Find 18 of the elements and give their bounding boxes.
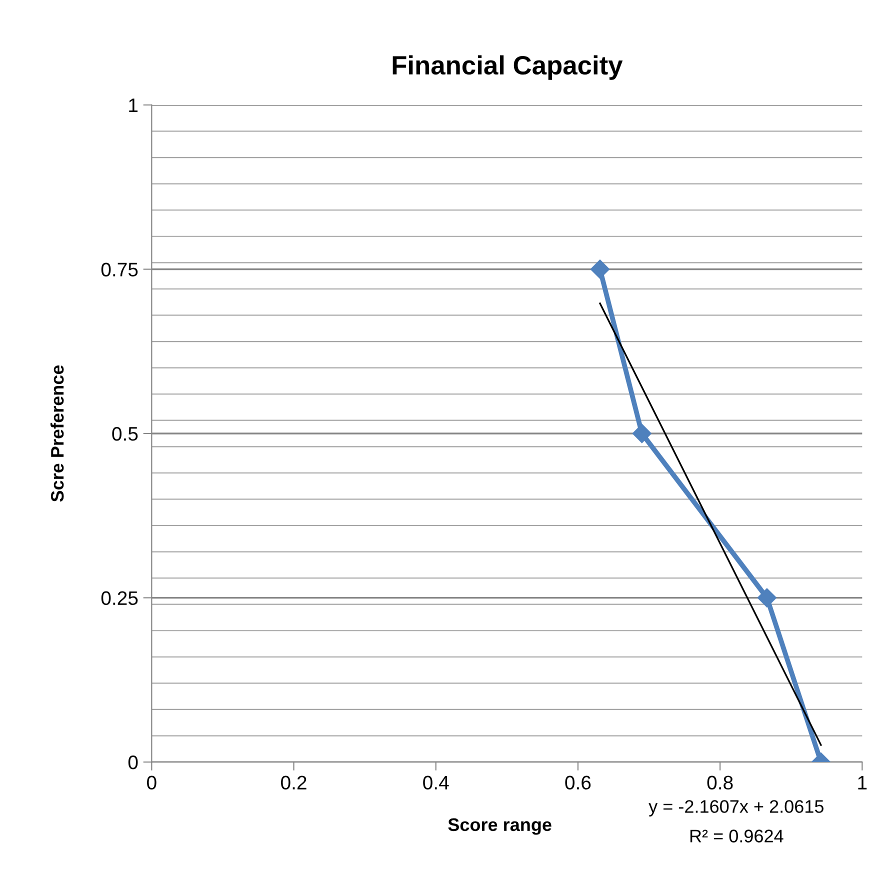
y-tick-label: 0.75 (101, 262, 138, 276)
x-tick-label: 0 (147, 776, 156, 790)
text: y = -2.1607x + 2.0615 (648, 800, 824, 816)
point (632, 424, 652, 444)
y-tick-label: 0.5 (112, 426, 138, 441)
x-tick-label: 0.8 (707, 776, 733, 790)
y-tick-label: 0 (128, 756, 138, 770)
x-tick-label: 0.6 (565, 776, 591, 790)
y-tick-label: 1 (129, 98, 138, 112)
x-tick-label: 0.4 (423, 776, 449, 790)
text: R² = 0.9624 (690, 830, 784, 842)
y-tick-label: 0.25 (101, 591, 138, 606)
chart-title: Financial Capacity (392, 55, 623, 80)
x-axis-title: Score range (448, 818, 552, 835)
y-axis-title: Scre Preference (50, 365, 64, 502)
x-tick-label: 1 (858, 776, 867, 790)
x-tick-label: 0.2 (281, 776, 306, 790)
point (590, 260, 610, 279)
